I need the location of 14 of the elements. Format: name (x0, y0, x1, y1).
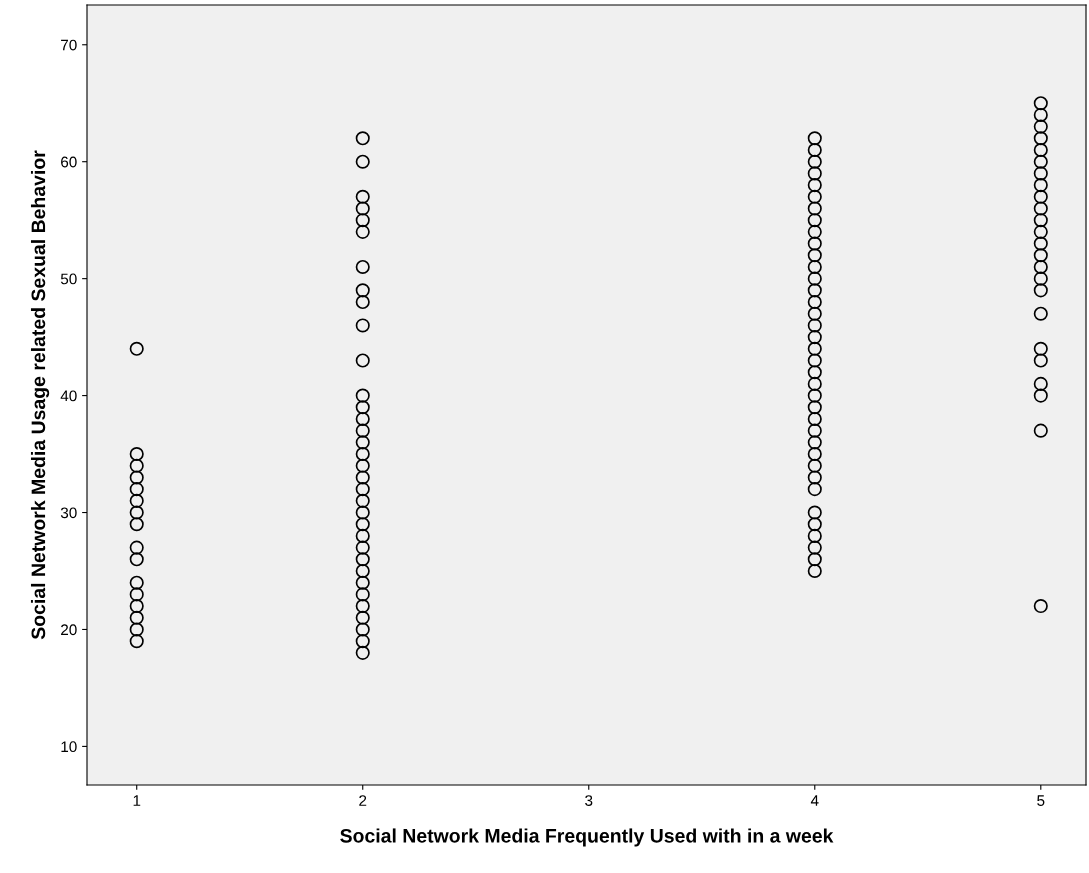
x-tick-label: 4 (810, 795, 819, 806)
y-tick-label: 30 (60, 507, 77, 519)
x-tick-label: 1 (133, 795, 141, 806)
x-tick-label: 2 (359, 795, 367, 806)
x-tick-label: 3 (585, 795, 593, 806)
x-axis-title: Social Network Media Frequently Used with in a week (340, 828, 834, 847)
y-axis-title: Social Network Media Usage related Sexual Behavior (30, 150, 50, 640)
y-tick-label: 10 (61, 741, 77, 753)
y-tick-label: 70 (61, 39, 77, 51)
y-tick-label: 50 (60, 273, 77, 285)
y-tick-label: 60 (61, 156, 77, 168)
y-tick-label: 20 (61, 624, 77, 636)
y-tick-label: 40 (60, 390, 77, 402)
x-tick-label: 5 (1037, 795, 1045, 806)
